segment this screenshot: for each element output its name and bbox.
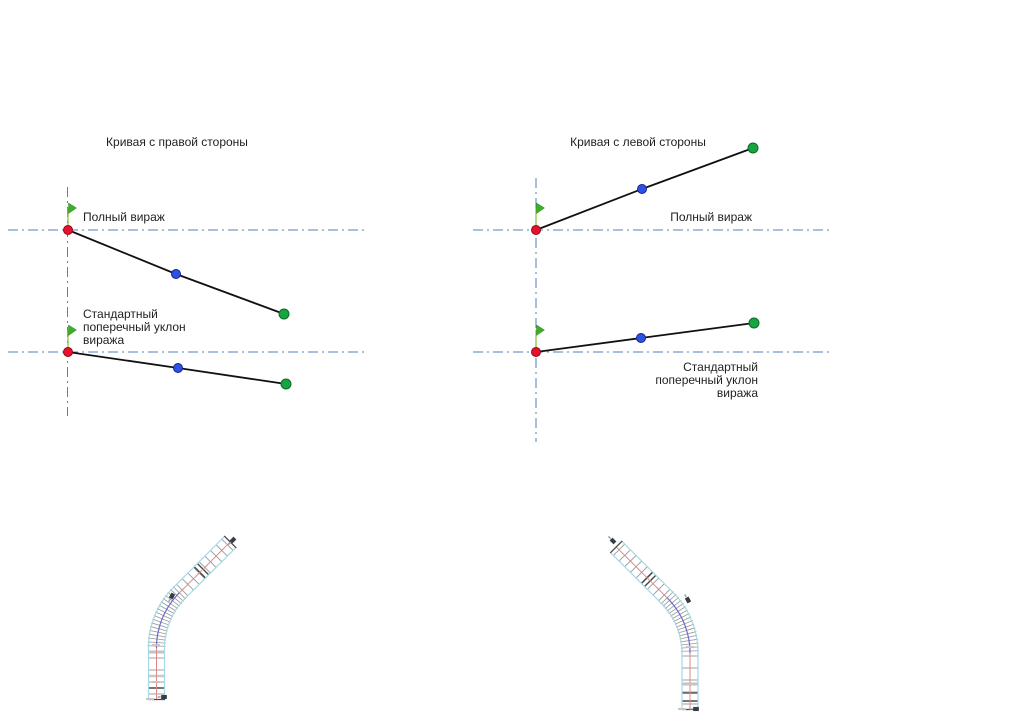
right-panel-title: Кривая с левой стороны	[570, 135, 706, 149]
micro-label-smudge	[152, 644, 160, 646]
station-marker	[227, 536, 237, 546]
station-marker-glyph	[168, 592, 176, 600]
station-marker	[689, 706, 699, 712]
flag-pennant	[68, 324, 77, 336]
end-point-dot	[748, 317, 760, 329]
tangent-centerline	[615, 546, 668, 599]
start-point-dot	[531, 347, 541, 357]
start-point-dot	[531, 225, 541, 235]
station-marker-smudge	[157, 696, 161, 698]
station-marker-glyph	[161, 694, 167, 700]
station-marker	[684, 594, 692, 604]
station-marker	[607, 535, 617, 545]
standard-slope-label-right: Стандартный поперечный уклон виража	[558, 361, 758, 400]
end-point-dot	[747, 142, 759, 154]
station-marker-smudge	[607, 535, 612, 540]
standard-slope-label-left-line2: поперечный уклон	[83, 320, 186, 334]
end-point-dot	[280, 378, 292, 390]
flag-pennant	[68, 202, 77, 214]
start-point-dot	[63, 347, 73, 357]
full-superelevation-label-left: Полный вираж	[83, 210, 165, 224]
middle-point-dot	[637, 184, 647, 194]
road-edge-line	[610, 552, 683, 710]
start-point-dot	[63, 225, 73, 235]
station-marker-smudge	[684, 594, 687, 598]
station-marker-glyph	[609, 537, 617, 545]
station-marker-smudge	[689, 708, 693, 710]
curve-centerline	[155, 592, 180, 648]
middle-point-dot	[173, 363, 183, 373]
right-curve-full-superelevation-group	[8, 202, 368, 320]
event-flag-icon	[67, 324, 77, 350]
event-flag-icon	[535, 202, 545, 228]
flag-pennant	[536, 324, 545, 336]
standard-slope-label-right-line1: Стандартный	[683, 360, 758, 374]
flag-pennant	[536, 202, 545, 214]
micro-label-smudge	[146, 698, 154, 700]
micro-label-smudge	[686, 683, 694, 685]
micro-label-smudge	[152, 681, 160, 683]
station-marker-glyph	[229, 536, 237, 544]
left-panel-title: Кривая с правой стороны	[106, 135, 248, 149]
station-marker-glyph	[693, 706, 699, 712]
curve-centerline	[666, 597, 691, 653]
road-edge-line	[621, 540, 699, 710]
strip-end-cap	[609, 540, 623, 554]
plan-view-right-road-strip	[607, 535, 699, 712]
left-curve-full-superelevation-group	[473, 142, 830, 235]
standard-slope-label-right-line3: виража	[716, 386, 758, 400]
end-point-dot	[278, 308, 290, 320]
micro-label-smudge	[678, 708, 686, 710]
plan-view-left-road-strip	[146, 535, 237, 701]
right-curve-standard-slope-group	[8, 324, 368, 390]
standard-slope-label-left: Стандартный поперечный уклон виража	[83, 308, 186, 347]
micro-label-smudge	[686, 646, 694, 648]
tangent-centerline	[178, 541, 231, 594]
event-flag-icon	[67, 202, 77, 228]
event-flag-icon	[535, 324, 545, 350]
station-marker-smudge	[168, 598, 171, 602]
standard-slope-label-left-line1: Стандартный	[83, 307, 158, 321]
station-marker	[168, 592, 176, 602]
left-curve-standard-slope-group	[473, 317, 830, 357]
middle-point-dot	[636, 333, 646, 343]
standard-slope-label-right-line2: поперечный уклон	[655, 373, 758, 387]
station-marker-smudge	[227, 541, 232, 546]
station-marker-glyph	[684, 596, 692, 604]
station-marker	[157, 694, 167, 700]
middle-point-dot	[171, 269, 181, 279]
road-edge-line	[147, 535, 226, 700]
full-superelevation-label-right: Полный вираж	[670, 210, 752, 224]
road-edge-line	[163, 547, 237, 700]
standard-slope-label-left-line3: виража	[83, 333, 125, 347]
